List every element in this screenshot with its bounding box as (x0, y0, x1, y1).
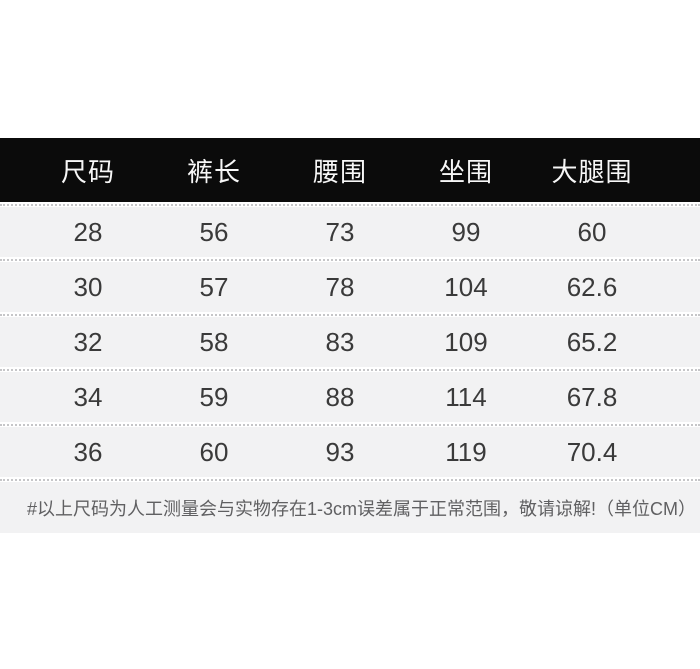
cell-pant-length: 57 (199, 271, 229, 302)
measurement-disclaimer: #以上尺码为人工测量会与实物存在1-3cm误差属于正常范围，敬请谅解!（单位CM… (0, 482, 700, 533)
dotted-divider (0, 477, 700, 482)
cell-waist: 78 (325, 271, 355, 302)
column-header-size: 尺码 (60, 156, 115, 187)
cell-thigh: 62.6 (566, 271, 618, 302)
table-row: 28 56 73 99 60 (0, 207, 700, 257)
cell-size: 28 (73, 216, 103, 247)
cell-size: 30 (73, 271, 103, 302)
cell-hip: 104 (444, 271, 488, 302)
table-row: 30 57 78 104 62.6 (0, 262, 700, 312)
table-row: 36 60 93 119 70.4 (0, 427, 700, 477)
table-header-row: 尺码 裤长 腰围 坐围 大腿围 (0, 138, 700, 202)
table-row: 32 58 83 109 65.2 (0, 317, 700, 367)
cell-hip: 99 (451, 216, 481, 247)
column-header-waist: 腰围 (312, 156, 367, 187)
cell-hip: 119 (445, 436, 487, 467)
cell-waist: 93 (325, 436, 355, 467)
cell-pant-length: 58 (199, 326, 229, 357)
dotted-divider (0, 257, 700, 262)
cell-hip: 109 (444, 326, 488, 357)
cell-pant-length: 59 (199, 381, 229, 412)
cell-thigh: 65.2 (566, 326, 618, 357)
dotted-divider (0, 202, 700, 207)
cell-thigh: 70.4 (566, 436, 618, 467)
table-row: 34 59 88 114 67.8 (0, 372, 700, 422)
cell-size: 34 (73, 381, 103, 412)
cell-thigh: 67.8 (566, 381, 618, 412)
cell-size: 36 (73, 436, 103, 467)
dotted-divider (0, 422, 700, 427)
cell-pant-length: 60 (199, 436, 229, 467)
size-chart-table: 尺码 裤长 腰围 坐围 大腿围 28 56 73 99 60 30 57 78 … (0, 138, 700, 533)
column-header-pant-length: 裤长 (186, 156, 241, 187)
cell-waist: 73 (325, 216, 355, 247)
cell-hip: 114 (445, 381, 487, 412)
cell-size: 32 (73, 326, 103, 357)
dotted-divider (0, 312, 700, 317)
cell-thigh: 60 (577, 216, 607, 247)
dotted-divider (0, 367, 700, 372)
cell-waist: 88 (325, 381, 355, 412)
cell-waist: 83 (325, 326, 355, 357)
cell-pant-length: 56 (199, 216, 229, 247)
column-header-thigh: 大腿围 (551, 156, 633, 187)
column-header-hip: 坐围 (438, 156, 493, 187)
